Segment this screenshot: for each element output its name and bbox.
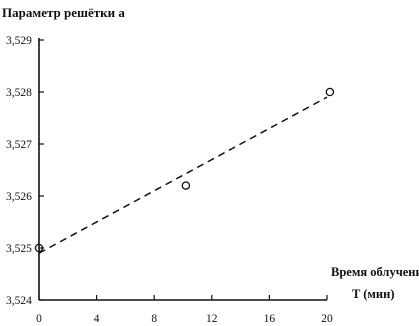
data-point: [34, 243, 44, 253]
x-tick-label: 20: [321, 313, 333, 325]
x-ticks: 0 4 8 12 16 20: [36, 295, 333, 325]
data-point: [181, 181, 191, 190]
y-tick-label: 3,525: [6, 243, 32, 255]
x-axis-title-line2: T (мин): [352, 287, 394, 301]
y-tick-label: 3,526: [6, 191, 32, 203]
x-axis-title-line1: Время облучения: [331, 265, 419, 279]
x-tick-label: 8: [151, 313, 157, 325]
y-tick-label: 3,528: [6, 87, 32, 99]
data-point: [325, 87, 335, 97]
data-points: [34, 87, 335, 253]
y-ticks: 3,524 3,525 3,526 3,527 3,528 3,529: [6, 35, 44, 307]
y-tick-label: 3,529: [6, 35, 32, 47]
x-tick-label: 12: [206, 313, 218, 325]
y-tick-label: 3,524: [6, 295, 32, 307]
y-tick-label: 3,527: [6, 139, 32, 151]
x-tick-label: 4: [94, 313, 100, 325]
y-axis-title: Параметр решётки a: [2, 5, 125, 20]
x-tick-label: 16: [264, 313, 276, 325]
x-tick-label: 0: [36, 313, 42, 325]
trend-line: [38, 96, 328, 254]
